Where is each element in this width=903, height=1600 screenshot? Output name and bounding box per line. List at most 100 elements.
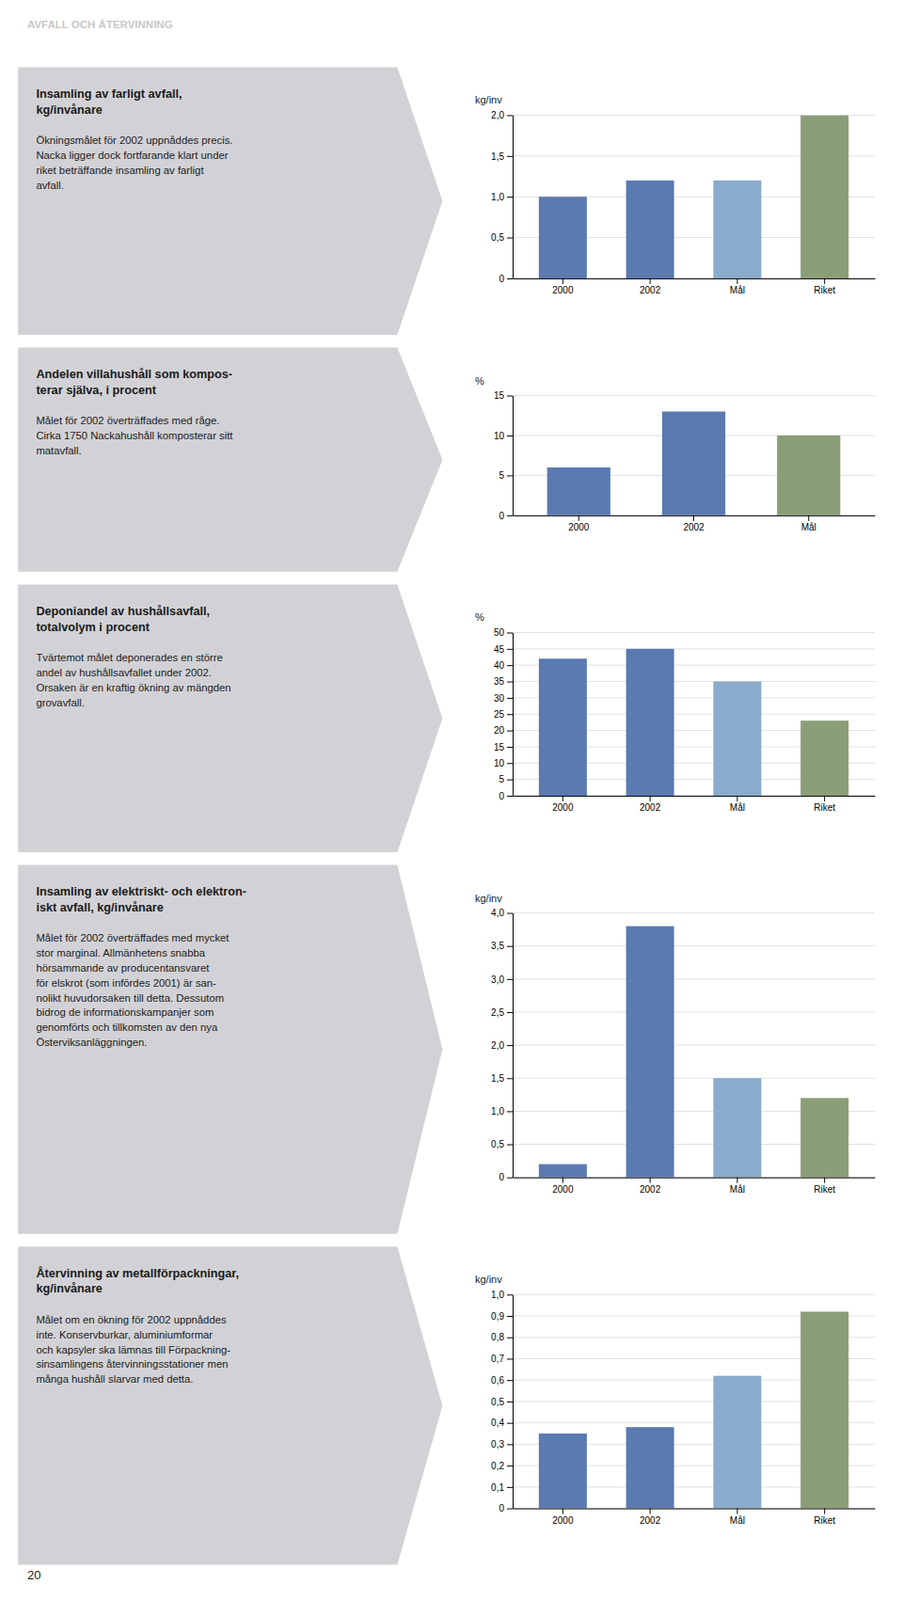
bar bbox=[800, 1311, 849, 1508]
y-tick: 1,0 bbox=[491, 1289, 513, 1300]
arrow-panel bbox=[17, 348, 443, 572]
tick-mark bbox=[506, 946, 513, 948]
bar bbox=[712, 180, 761, 279]
tick-mark bbox=[506, 649, 513, 650]
section: Återvinning av metallförpackningar, kg/in… bbox=[17, 1246, 875, 1565]
tick-mark bbox=[562, 278, 564, 285]
tick-label: 2,5 bbox=[491, 1007, 505, 1018]
x-tick: 2000 bbox=[568, 515, 590, 533]
y-axis: 00,51,01,52,0 bbox=[491, 110, 513, 284]
tick-mark bbox=[506, 1012, 513, 1014]
chart: 0510152025303540455020002002MålRiket% bbox=[475, 611, 876, 813]
tick-mark bbox=[506, 713, 513, 715]
tick-label: 0 bbox=[498, 1172, 505, 1183]
tick-mark bbox=[736, 1508, 738, 1515]
tick-label: 30 bbox=[493, 693, 506, 704]
section-body-line: Tvärtemot målet deponerades en större bbox=[35, 651, 222, 664]
tick-mark bbox=[506, 1144, 513, 1146]
y-tick: 0,6 bbox=[491, 1375, 513, 1386]
tick-label: 3,0 bbox=[491, 974, 505, 985]
tick-mark bbox=[506, 1315, 513, 1317]
section: Insamling av elektriskt- och elektron-is… bbox=[17, 865, 875, 1235]
tick-label: 0,2 bbox=[491, 1460, 505, 1472]
section: Insamling av farligt avfall,kg/invånareÖ… bbox=[17, 66, 875, 334]
arrow-panel bbox=[17, 584, 443, 852]
section-body-line: Målet för 2002 överträffades med råge. bbox=[35, 414, 220, 427]
tick-mark bbox=[823, 1508, 825, 1515]
y-tick: 50 bbox=[493, 627, 513, 638]
y-label: kg/inv bbox=[475, 892, 503, 904]
tick-mark bbox=[506, 278, 513, 280]
tick-mark bbox=[736, 278, 738, 285]
tick-label: 0,9 bbox=[491, 1311, 505, 1322]
tick-label: 1,5 bbox=[491, 1073, 505, 1084]
page-number: 20 bbox=[27, 1568, 41, 1583]
chart: 00,51,01,52,020002002MålRiketkg/inv bbox=[475, 94, 876, 296]
tick-label: Mål bbox=[801, 522, 817, 533]
y-tick: 0,7 bbox=[491, 1353, 513, 1364]
y-label: kg/inv bbox=[475, 1273, 503, 1285]
x-tick: 2000 bbox=[552, 795, 574, 813]
tick-label: 0 bbox=[498, 791, 505, 802]
bar bbox=[626, 180, 675, 279]
tick-label: 1,0 bbox=[491, 1106, 505, 1117]
tick-label: 2002 bbox=[639, 1515, 662, 1526]
tick-label: 35 bbox=[493, 676, 506, 687]
y-tick: 2,0 bbox=[491, 110, 513, 121]
section-body-line: Österviksanläggningen. bbox=[35, 1036, 147, 1048]
tick-mark bbox=[506, 237, 513, 239]
y-label: % bbox=[475, 375, 485, 387]
x-tick: 2002 bbox=[639, 1177, 662, 1195]
y-axis: 05101520253035404550 bbox=[493, 627, 514, 801]
tick-label: 45 bbox=[493, 644, 506, 655]
y-tick: 25 bbox=[493, 709, 513, 720]
tick-label: 0,4 bbox=[491, 1417, 505, 1428]
tick-mark bbox=[807, 515, 809, 522]
tick-mark bbox=[506, 746, 513, 748]
bar bbox=[538, 1164, 587, 1178]
y-label: kg/inv bbox=[475, 94, 503, 106]
tick-mark bbox=[562, 1508, 564, 1515]
tick-mark bbox=[506, 1045, 513, 1046]
y-tick: 0,9 bbox=[491, 1311, 513, 1322]
tick-label: Mål bbox=[729, 802, 745, 813]
x-tick: Mål bbox=[729, 795, 745, 813]
y-tick: 0,5 bbox=[491, 1396, 513, 1408]
tick-mark bbox=[506, 196, 513, 198]
section-title-line: Deponiandel av hushållsavfall, bbox=[35, 604, 210, 618]
tick-mark bbox=[506, 1294, 513, 1296]
tick-mark bbox=[562, 795, 564, 802]
tick-label: 2002 bbox=[639, 1184, 662, 1195]
tick-label: 0 bbox=[498, 510, 505, 522]
tick-label: 0,1 bbox=[491, 1482, 505, 1493]
section-body-line: Målet om en ökning för 2002 uppnåddes bbox=[35, 1314, 227, 1326]
tick-mark bbox=[506, 1465, 513, 1467]
section-title-line: Andelen villahushåll som kompos- bbox=[35, 367, 233, 381]
section-body-line: många hushåll slarvar med detta. bbox=[35, 1373, 193, 1385]
section-title-line: Återvinning av metallförpackningar, bbox=[35, 1266, 239, 1281]
y-tick: 0,3 bbox=[491, 1439, 513, 1450]
arrow-panel bbox=[17, 66, 443, 334]
arrow-panel bbox=[17, 1246, 443, 1565]
tick-mark bbox=[506, 681, 513, 683]
section-body-line: för elskrot (som infördes 2001) är san- bbox=[35, 977, 217, 989]
tick-label: 40 bbox=[493, 660, 506, 671]
tick-mark bbox=[506, 979, 513, 981]
x-tick: Mål bbox=[729, 1508, 745, 1526]
section-title-line: Insamling av elektriskt- och elektron- bbox=[35, 885, 247, 899]
tick-label: 0,5 bbox=[491, 1396, 505, 1408]
tick-mark bbox=[736, 1177, 738, 1184]
y-tick: 5 bbox=[498, 774, 513, 785]
x-tick: Riket bbox=[813, 278, 836, 296]
section-body-line: Ökningsmålet för 2002 uppnåddes precis. bbox=[35, 134, 233, 146]
tick-mark bbox=[578, 515, 580, 522]
tick-label: Riket bbox=[813, 1515, 836, 1526]
bar bbox=[538, 196, 587, 279]
x-axis: 20002002Mål bbox=[513, 515, 876, 533]
grid bbox=[512, 396, 875, 516]
x-tick: 2000 bbox=[552, 1177, 574, 1195]
x-axis: 20002002MålRiket bbox=[513, 1508, 876, 1526]
grid-line bbox=[512, 978, 875, 980]
section-title: Deponiandel av hushållsavfall,totalvolym… bbox=[35, 604, 210, 634]
grid bbox=[512, 913, 875, 1178]
